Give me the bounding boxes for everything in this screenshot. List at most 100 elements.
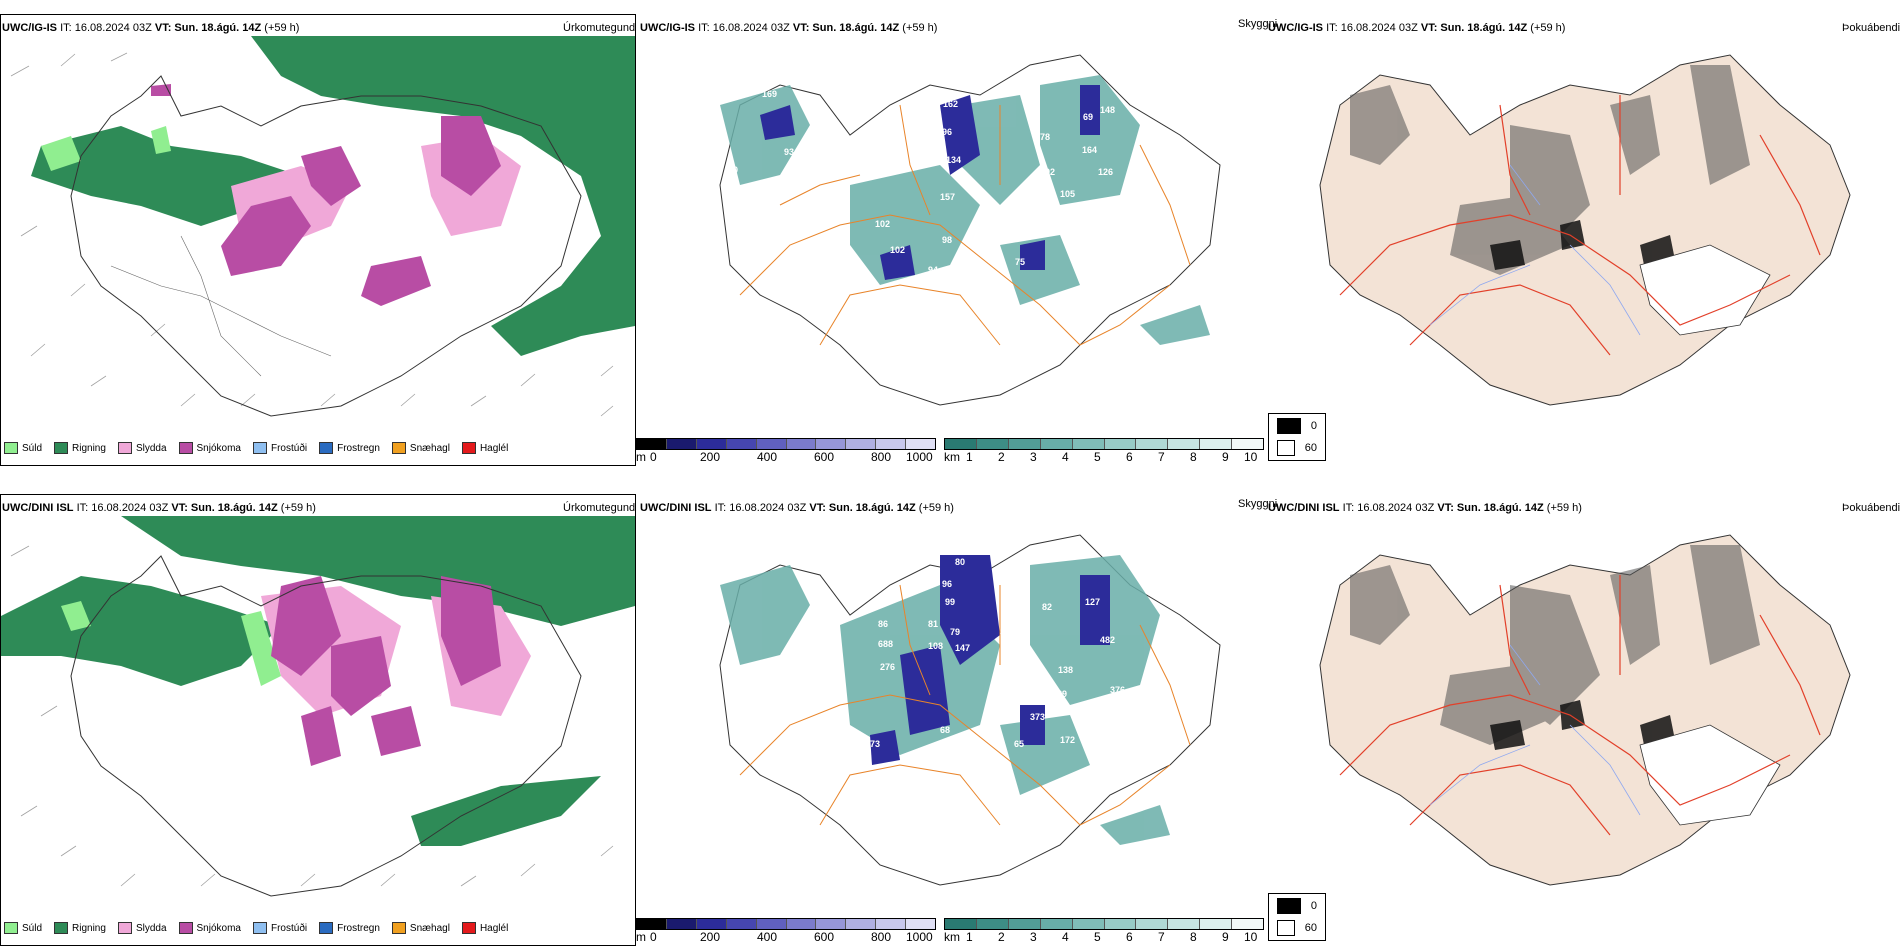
legend-swatch [461,442,476,454]
legend-item: Frostúði [252,442,307,454]
legend-item: Rigning [54,442,106,454]
iceland-outline [1319,54,1851,406]
vis-label: 126 [1098,167,1113,177]
vis-label: 164 [1082,145,1097,155]
vis-label: 373 [1030,712,1045,722]
colorbar-cell [666,919,697,929]
legend-item: Slydda [117,442,167,454]
colorbar-cell [945,919,977,929]
iceland-outline [70,75,582,417]
legend-swatch [117,442,132,454]
colorbar-cell [1072,919,1105,929]
legend-item: Snjókoma [178,442,241,454]
vis-label: 82 [1042,602,1052,612]
colorbar-cell [976,919,1009,929]
colorbar-cell [945,439,977,449]
colorbar-cell [756,919,787,929]
visibility-map-bottom-svg: 80 96 99 81 79 108 147 37 86 688 276 73 … [719,534,1221,886]
header-p3: UWC/IG-IS IT: 16.08.2024 03Z VT: Sun. 18… [1268,22,1566,34]
vis-label: 162 [943,99,958,109]
colorbar-cell [1104,919,1137,929]
legend-swatch [391,922,406,934]
legend-item: Frostregn [319,922,380,934]
colorbar-cell [1136,919,1169,929]
legend-swatch [252,922,267,934]
field-name-p1: Úrkomutegund [563,22,636,34]
colorbar-cell [696,919,727,929]
visibility-map-top-svg: 169 93 80 162 96 134 157 102 102 98 94 7… [719,54,1221,406]
vis-label: 65 [1014,739,1024,749]
legend-item: Frostregn [319,442,380,454]
header-p5: UWC/DINI ISL IT: 16.08.2024 03Z VT: Sun.… [640,502,954,514]
colorbar-cell [976,439,1009,449]
field-name-p4: Úrkomutegund [563,502,636,514]
vis-label: 89 [1165,165,1175,175]
vis-label: 134 [946,155,961,165]
colorbar-cell [846,439,877,449]
colorbar-cell [906,919,936,929]
vis-label: 96 [942,127,952,137]
colorbar-cell [637,439,667,449]
colorbar-cell [1008,919,1041,929]
vis-label: 376 [1110,685,1125,695]
colorbar-cell [1104,439,1137,449]
legend-item: Súld [4,442,42,454]
legend-item: Slydda [117,922,167,934]
vis-label: 68 [940,725,950,735]
vis-label: 80 [955,557,965,567]
legend-swatch [461,922,476,934]
legend-swatch [4,442,18,454]
colorbar-cell [786,439,817,449]
legend-item: Súld [4,922,42,934]
legend-swatch [319,922,334,934]
vis-label: 99 [945,597,955,607]
vis-label: 169 [762,89,777,99]
vis-label: 37 [1000,627,1010,637]
vis-label: 92 [1045,167,1055,177]
rain-areas [31,36,635,356]
vis-label: 148 [1100,105,1115,115]
colorbar-cell [816,439,847,449]
colorbar-cell [1232,439,1264,449]
colorbar-cell [1200,919,1233,929]
legend-swatch [178,922,193,934]
colorbar-cell [906,439,936,449]
vis-label: 94 [928,265,938,275]
colorbar-cell [816,919,847,929]
vis-label: 98 [942,235,952,245]
colorbar-cell [756,439,787,449]
visibility-km-colorbar-top: km 1 2 3 4 5 6 7 8 9 10 [944,438,1264,464]
colorbar-cell [1136,439,1169,449]
vis-label: 276 [880,662,895,672]
vis-label: 80 [728,165,738,175]
legend-swatch [54,442,69,454]
colorbar-cell [696,439,727,449]
colorbar-cell [726,919,757,929]
precip-legend-top: Súld Rigning Slydda Snjókoma Frostúði Fr… [4,442,508,454]
legend-item: Rigning [54,922,106,934]
vis-label: 688 [878,639,893,649]
vis-label: 55 [1030,97,1040,107]
vis-label: 73 [870,739,880,749]
vis-label: 10 [1030,552,1040,562]
vis-label: 138 [1058,665,1073,675]
vis-label: 96 [942,579,952,589]
legend-item: Snæhagl [391,922,450,934]
vis-label: 18 [890,142,900,152]
vis-point-labels: 169 93 80 162 96 134 157 102 102 98 94 7… [728,89,1175,282]
vis-label: 69 [1083,112,1093,122]
vis-label: 172 [1060,735,1075,745]
vis-label: 86 [878,619,888,629]
legend-item: Haglél [461,922,508,934]
vis-label: 108 [928,641,943,651]
legend-item: Snæhagl [391,442,450,454]
vis-label: 78 [1040,132,1050,142]
legend-swatch [117,922,132,934]
fog-map-bottom-svg [1319,534,1851,886]
legend-item: Frostúði [252,922,307,934]
header-p1: UWC/IG-IS IT: 16.08.2024 03Z VT: Sun. 18… [2,22,300,34]
field-name-p6: Þokuábendi [1842,502,1900,514]
visibility-km-colorbar-bottom: km 1 2 3 4 5 6 7 8 9 10 [944,918,1264,944]
fog-key-bottom: 0 60 [1268,893,1326,941]
header-p4: UWC/DINI ISL IT: 16.08.2024 03Z VT: Sun.… [2,502,316,514]
